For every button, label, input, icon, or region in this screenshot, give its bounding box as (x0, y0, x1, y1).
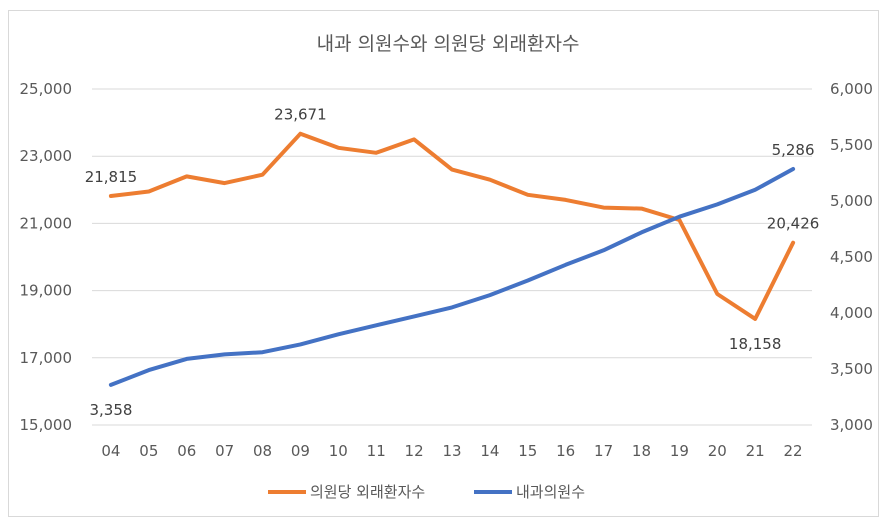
x-tick-label: 13 (442, 442, 461, 460)
chart-frame (8, 10, 879, 517)
y-right-tick-label: 3,000 (830, 416, 873, 434)
data-label: 21,815 (85, 168, 138, 186)
y-right-tick-label: 4,000 (830, 304, 873, 322)
x-tick-label: 15 (518, 442, 537, 460)
y-left-tick-label: 19,000 (20, 282, 73, 300)
data-label: 23,671 (274, 106, 327, 124)
y-axis-right: 3,000 3,500 4,000 4,500 5,000 5,500 6,000 (830, 80, 873, 434)
data-label: 5,286 (772, 141, 815, 159)
x-tick-label: 17 (594, 442, 613, 460)
data-label: 3,358 (89, 401, 132, 419)
x-tick-label: 04 (101, 442, 120, 460)
x-tick-label: 08 (253, 442, 272, 460)
x-tick-label: 20 (708, 442, 727, 460)
y-right-tick-label: 5,500 (830, 136, 873, 154)
y-right-tick-label: 4,500 (830, 248, 873, 266)
legend-label: 의원당 외래환자수 (310, 483, 425, 501)
y-axis-left: 15,000 17,000 19,000 21,000 23,000 25,000 (20, 80, 73, 434)
x-tick-label: 12 (405, 442, 424, 460)
x-tick-label: 18 (632, 442, 651, 460)
y-right-tick-label: 3,500 (830, 360, 873, 378)
x-tick-label: 19 (670, 442, 689, 460)
x-tick-label: 14 (480, 442, 499, 460)
y-right-tick-label: 6,000 (830, 80, 873, 98)
x-tick-label: 07 (215, 442, 234, 460)
y-left-tick-label: 15,000 (20, 416, 73, 434)
data-label: 20,426 (767, 215, 820, 233)
x-axis: 04 05 06 07 08 09 10 11 12 13 14 15 16 17 18 19 20 21 22 (101, 442, 802, 460)
x-tick-label: 06 (177, 442, 196, 460)
data-label: 18,158 (729, 335, 782, 353)
x-tick-label: 09 (291, 442, 310, 460)
y-right-tick-label: 5,000 (830, 192, 873, 210)
gridlines (92, 88, 812, 426)
x-tick-label: 21 (746, 442, 765, 460)
x-tick-label: 11 (367, 442, 386, 460)
legend-label: 내과의원수 (516, 483, 585, 501)
x-tick-label: 05 (139, 442, 158, 460)
series-line (108, 131, 796, 321)
y-left-tick-label: 17,000 (20, 349, 73, 367)
x-tick-label: 22 (784, 442, 803, 460)
series-line (108, 167, 796, 387)
legend: 의원당 외래환자수 내과의원수 (268, 483, 585, 501)
data-labels: 21,815 23,671 18,158 20,426 3,358 5,286 (85, 106, 820, 419)
x-tick-label: 16 (556, 442, 575, 460)
series-lines (108, 131, 796, 387)
y-left-tick-label: 23,000 (20, 147, 73, 165)
y-left-tick-label: 25,000 (20, 80, 73, 98)
y-left-tick-label: 21,000 (20, 214, 73, 232)
chart-title: 내과 의원수와 의원당 외래환자수 (317, 33, 580, 55)
x-tick-label: 10 (329, 442, 348, 460)
